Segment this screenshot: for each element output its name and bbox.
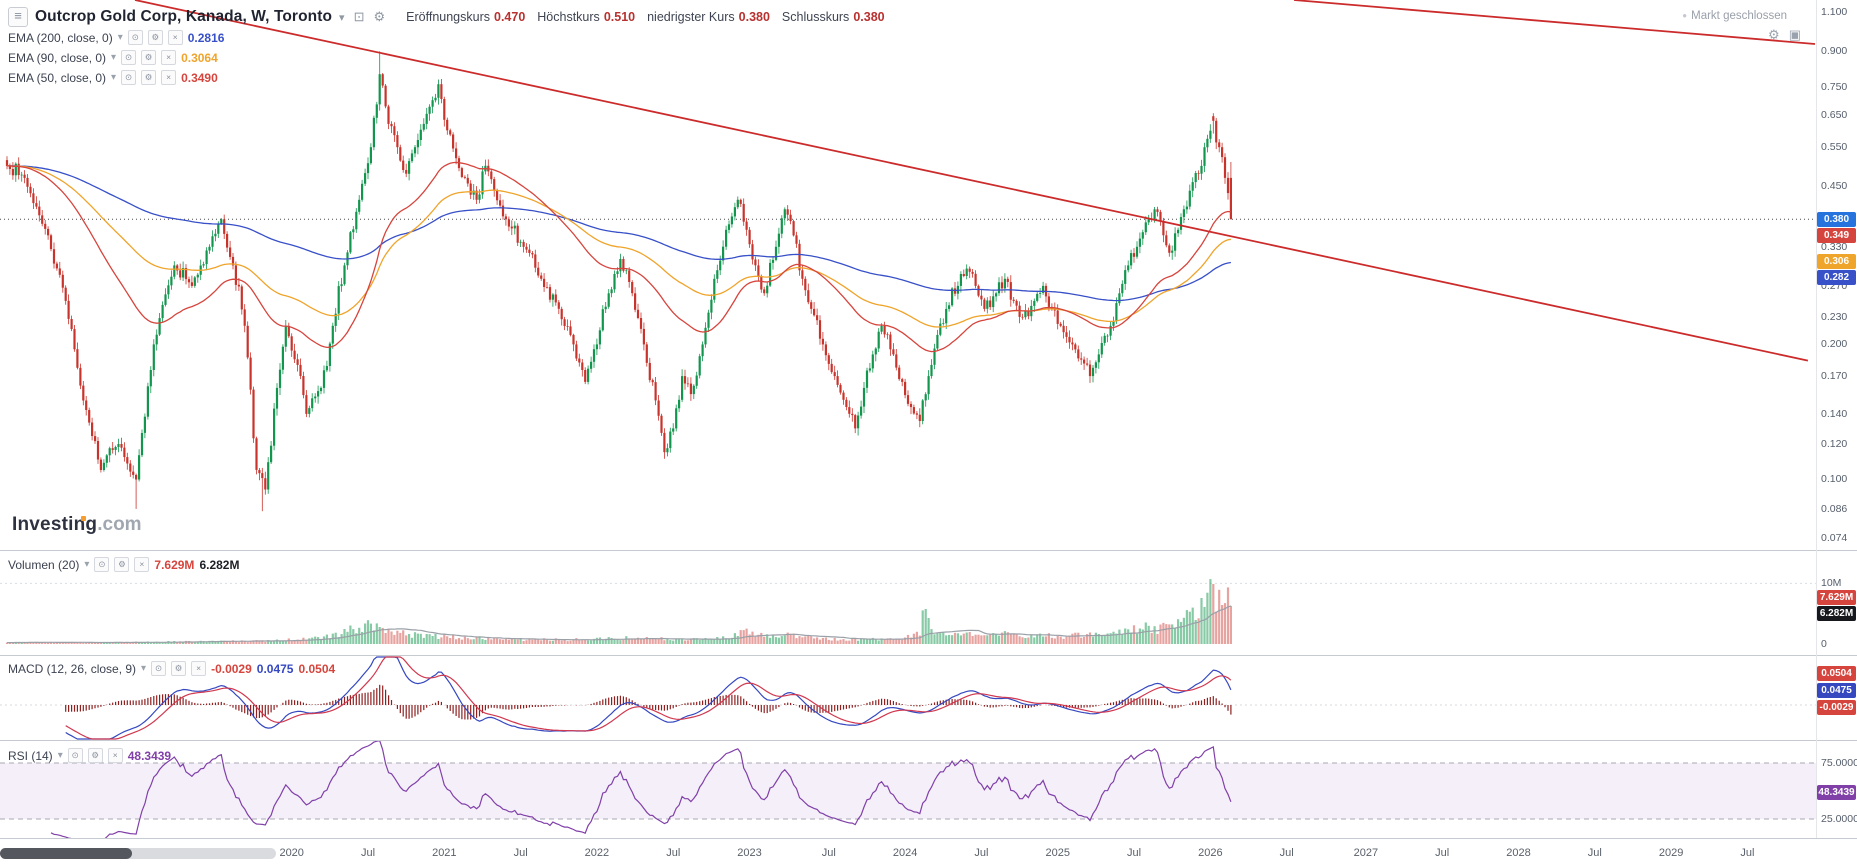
market-status: ● Markt geschlossen (1682, 10, 1787, 22)
chevron-down-icon[interactable]: ▾ (339, 11, 345, 24)
chevron-down-icon[interactable]: ▾ (84, 559, 90, 570)
eye-icon[interactable]: ⊙ (67, 748, 83, 763)
macd-line-value: 0.0475 (256, 661, 294, 676)
menu-icon[interactable]: ≡ (8, 7, 28, 27)
indicator-legend-volume: Volumen (20) ▾ ⊙ ⚙ × 7.629M 6.282M (8, 557, 239, 572)
scrollbar-thumb[interactable] (0, 848, 132, 859)
indicator-legend-ema200: EMA (200, close, 0) ▾ ⊙ ⚙ × 0.2816 (8, 30, 224, 45)
indicator-legend-rsi: RSI (14) ▾ ⊙ ⚙ × 48.3439 (8, 748, 171, 763)
close-icon[interactable]: × (161, 70, 177, 85)
settings-icon[interactable]: ⚙ (147, 30, 163, 45)
logo-accent-mark (81, 516, 86, 521)
settings-icon[interactable]: ⚙ (141, 50, 157, 65)
close-icon[interactable]: × (107, 748, 123, 763)
settings-icon[interactable]: ⚙ (141, 70, 157, 85)
volume-ma-value: 7.629M (154, 557, 195, 572)
eye-icon[interactable]: ⊙ (151, 661, 167, 676)
eye-icon[interactable]: ⊙ (127, 30, 143, 45)
macd-signal-value: 0.0504 (298, 661, 336, 676)
indicator-value: 0.2816 (187, 30, 225, 45)
indicator-value: 0.3490 (181, 70, 218, 85)
indicator-label: EMA (200, close, 0) (8, 30, 113, 45)
indicator-legend-macd: MACD (12, 26, close, 9) ▾ ⊙ ⚙ × -0.0029 … (8, 661, 335, 676)
volume-last-value: 6.282M (199, 557, 240, 572)
high-label: Höchstkurs (537, 10, 600, 24)
price-axis[interactable] (1816, 0, 1857, 838)
scrollbar-track[interactable] (0, 848, 276, 859)
logo-brand-text: Investing (12, 514, 98, 535)
close-label: Schlusskurs (781, 10, 850, 24)
chart-header: ≡ Outcrop Gold Corp, Kanada, W, Toronto … (8, 7, 897, 27)
close-value: 0.380 (853, 10, 885, 24)
gear-icon[interactable]: ⚙ (373, 9, 386, 24)
macd-hist-value: -0.0029 (211, 661, 252, 676)
camera-icon[interactable]: ⊡ (353, 9, 365, 24)
low-value: 0.380 (738, 10, 770, 24)
settings-gear-icon[interactable]: ⚙ (1768, 27, 1780, 42)
open-label: Eröffnungskurs (406, 10, 490, 24)
chevron-down-icon[interactable]: ▾ (117, 32, 123, 43)
chevron-down-icon[interactable]: ▾ (111, 52, 117, 63)
investing-logo: Investing.com (12, 514, 142, 536)
indicator-label: EMA (50, close, 0) (8, 70, 107, 85)
high-value: 0.510 (603, 10, 636, 24)
settings-icon[interactable]: ⚙ (87, 748, 103, 763)
close-icon[interactable]: × (191, 661, 207, 676)
eye-icon[interactable]: ⊙ (121, 50, 137, 65)
indicator-legend-ema90: EMA (90, close, 0) ▾ ⊙ ⚙ × 0.3064 (8, 50, 218, 65)
chevron-down-icon[interactable]: ▾ (141, 663, 147, 674)
chevron-down-icon[interactable]: ▾ (111, 72, 117, 83)
market-status-text: Markt geschlossen (1691, 10, 1787, 22)
settings-icon[interactable]: ⚙ (171, 661, 187, 676)
status-dot-icon: ● (1682, 11, 1688, 20)
rsi-value: 48.3439 (127, 748, 172, 763)
eye-icon[interactable]: ⊙ (94, 557, 110, 572)
indicator-label: EMA (90, close, 0) (8, 50, 107, 65)
indicator-label: RSI (14) (8, 748, 53, 763)
close-icon[interactable]: × (134, 557, 150, 572)
ohlc-readout: Eröffnungskurs 0.470 Höchstkurs 0.510 niedri… (406, 10, 896, 24)
symbol-title[interactable]: Outcrop Gold Corp, Kanada, W, Toronto (35, 8, 333, 25)
indicator-label: MACD (12, 26, close, 9) (8, 661, 137, 676)
indicator-legend-ema50: EMA (50, close, 0) ▾ ⊙ ⚙ × 0.3490 (8, 70, 218, 85)
eye-icon[interactable]: ⊙ (121, 70, 137, 85)
chevron-down-icon[interactable]: ▾ (57, 750, 63, 761)
indicator-label: Volumen (20) (8, 557, 80, 572)
settings-icon[interactable]: ⚙ (114, 557, 130, 572)
time-axis[interactable] (0, 839, 1857, 868)
open-value: 0.470 (494, 10, 526, 24)
fullscreen-icon[interactable]: ▣ (1788, 27, 1801, 42)
low-label: niedrigster Kurs (647, 10, 735, 24)
chart-controls: ⚙ ▣ (1768, 27, 1801, 43)
indicator-value: 0.3064 (181, 50, 218, 65)
close-icon[interactable]: × (167, 30, 183, 45)
logo-tld-text: .com (97, 514, 142, 535)
close-icon[interactable]: × (161, 50, 177, 65)
